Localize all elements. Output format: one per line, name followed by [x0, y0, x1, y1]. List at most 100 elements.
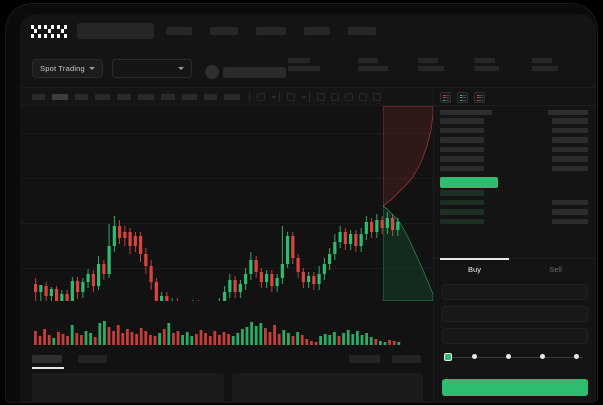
- market-type-selector[interactable]: Spot Trading: [32, 59, 103, 78]
- bottom-action-1[interactable]: [349, 355, 380, 363]
- active-tab-underline: [32, 367, 64, 369]
- candle-dropdown-icon[interactable]: [271, 96, 277, 99]
- orderbook-bids-icon[interactable]: [457, 92, 468, 103]
- gridline: [20, 178, 433, 179]
- orderbook-asks-icon[interactable]: [474, 92, 485, 103]
- okx-trading-app: Spot Trading: [20, 14, 596, 402]
- indicator-icon[interactable]: [287, 93, 295, 101]
- candle-series: [34, 212, 400, 301]
- stat-block: [418, 58, 444, 71]
- bottom-tab-0[interactable]: [32, 355, 62, 363]
- bid-price: [440, 209, 484, 215]
- slider-stop[interactable]: [574, 354, 579, 359]
- app-header: [20, 14, 596, 48]
- interval-button-0[interactable]: [32, 94, 45, 100]
- bottom-panel-right[interactable]: [231, 373, 423, 402]
- ask-price: [440, 146, 484, 152]
- trading-pair-select[interactable]: [112, 59, 192, 78]
- magnet-icon[interactable]: [345, 93, 353, 101]
- order-total-field[interactable]: [442, 328, 588, 344]
- bottom-action-0[interactable]: [392, 355, 421, 363]
- interval-button-7[interactable]: [182, 94, 197, 100]
- last-price-bar: [440, 177, 498, 188]
- interval-button-1[interactable]: [52, 94, 68, 100]
- orderbook-ask-row[interactable]: [434, 118, 596, 128]
- nav-item-3[interactable]: [304, 27, 330, 35]
- slider-stop[interactable]: [472, 354, 477, 359]
- orderbook-ask-row[interactable]: [434, 146, 596, 157]
- submit-buy-button[interactable]: [442, 379, 588, 396]
- interval-button-4[interactable]: [117, 94, 131, 100]
- nav-item-0[interactable]: [166, 27, 192, 35]
- orderbook-ask-row[interactable]: [434, 127, 596, 138]
- gridline: [20, 133, 433, 134]
- bid-price: [440, 218, 484, 224]
- order-form: [434, 280, 596, 402]
- order-amount-field[interactable]: [442, 306, 588, 322]
- main-nav: [166, 27, 376, 35]
- chart-toolbar: [20, 88, 433, 106]
- tablet-bezel: Spot Trading: [6, 4, 597, 402]
- slider-stop[interactable]: [540, 354, 545, 359]
- ask-price: [440, 156, 484, 162]
- stat-block: [532, 58, 558, 71]
- interval-button-2[interactable]: [75, 94, 88, 100]
- gridline: [20, 268, 433, 269]
- indicator-dropdown-icon[interactable]: [301, 96, 307, 99]
- orderbook-ask-row[interactable]: [434, 165, 596, 176]
- okx-logo[interactable]: [31, 25, 67, 38]
- ask-amount: [552, 165, 588, 171]
- toolbar-divider: [309, 92, 310, 102]
- orderbook-both-icon[interactable]: [440, 92, 451, 103]
- amount-percent-slider[interactable]: [444, 352, 586, 364]
- bottom-panels: [20, 369, 433, 402]
- nav-item-2[interactable]: [256, 27, 286, 35]
- candle-type-icon[interactable]: [257, 93, 265, 101]
- interval-button-5[interactable]: [138, 94, 154, 100]
- orderbook-bid-row[interactable]: [434, 199, 596, 210]
- bid-amount: [552, 209, 588, 215]
- slider-stop[interactable]: [506, 354, 511, 359]
- stat-block: [475, 58, 499, 71]
- order-price-field[interactable]: [442, 284, 588, 300]
- orderbook-ask-row[interactable]: [434, 137, 596, 147]
- order-tab-sell[interactable]: Sell: [549, 265, 562, 274]
- search-input[interactable]: [77, 23, 154, 39]
- nav-item-4[interactable]: [348, 27, 376, 35]
- orderbook-view-switch: [434, 88, 596, 106]
- orderbook-ask-row[interactable]: [434, 156, 596, 166]
- slider-handle[interactable]: [444, 352, 452, 361]
- order-form-tabs: Buy Sell: [434, 258, 596, 280]
- bid-price: [440, 190, 484, 196]
- pencil-icon[interactable]: [331, 93, 339, 101]
- app-body: Buy Sell: [20, 88, 596, 402]
- last-price-display: [223, 67, 286, 78]
- chart-column: [20, 88, 433, 402]
- toolbar-divider: [249, 92, 250, 102]
- order-tab-buy[interactable]: Buy: [434, 258, 515, 280]
- ask-amount: [552, 127, 588, 133]
- orderbook-bid-row[interactable]: [434, 209, 596, 219]
- bottom-tab-1[interactable]: [78, 355, 107, 363]
- interval-button-9[interactable]: [224, 94, 240, 100]
- chevron-down-icon: [88, 67, 95, 70]
- ask-amount: [552, 118, 588, 124]
- orderbook-bid-row[interactable]: [434, 218, 596, 229]
- interval-button-6[interactable]: [161, 94, 175, 100]
- line-tool-icon[interactable]: [317, 93, 325, 101]
- ask-amount: [552, 137, 588, 143]
- ask-price: [440, 137, 484, 143]
- bottom-panel-left[interactable]: [32, 373, 224, 402]
- interval-button-3[interactable]: [95, 94, 110, 100]
- bid-price: [440, 199, 484, 205]
- nav-item-1[interactable]: [210, 27, 238, 35]
- fullscreen-icon[interactable]: [373, 93, 381, 101]
- ask-amount: [552, 146, 588, 152]
- interval-button-8[interactable]: [204, 94, 217, 100]
- depth-chart-overlay: [383, 106, 433, 301]
- ticker-bar: Spot Trading: [20, 48, 596, 88]
- settings-icon[interactable]: [359, 93, 367, 101]
- orderbook-column: Buy Sell: [433, 88, 596, 402]
- orderbook-bid-row[interactable]: [434, 190, 596, 200]
- candlestick-chart[interactable]: [20, 106, 433, 301]
